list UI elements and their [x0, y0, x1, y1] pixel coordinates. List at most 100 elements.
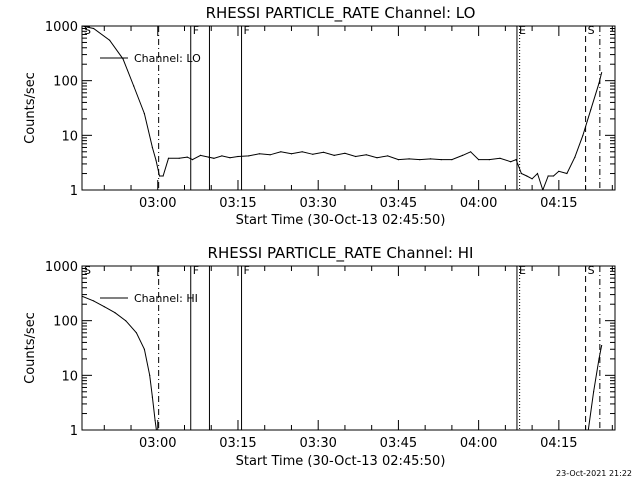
data-point: [155, 429, 157, 430]
data-point: [355, 155, 357, 158]
data-point: [248, 155, 250, 157]
data-point: [143, 348, 145, 350]
data-point: [515, 159, 517, 161]
data-point: [237, 155, 239, 158]
data-point: [133, 85, 135, 87]
data-point: [429, 158, 432, 160]
event-marker-label: S: [84, 24, 91, 37]
data-point: [598, 82, 600, 84]
legend-label: Channel: HI: [134, 292, 198, 305]
event-marker-label: E: [519, 264, 526, 277]
y-axis-label: Counts/sec: [23, 312, 38, 384]
data-point: [143, 113, 145, 115]
y-tick-label: 1000: [45, 20, 78, 35]
data-point: [125, 320, 127, 322]
y-axis-label: Counts/sec: [23, 72, 38, 144]
event-marker-label: F: [244, 24, 250, 37]
data-point: [536, 172, 539, 175]
y-tick-label: 1: [70, 184, 78, 199]
data-point: [333, 154, 335, 156]
event-marker-label: F: [193, 264, 199, 277]
chart-title: RHESSI PARTICLE_RATE Channel: LO: [206, 4, 476, 23]
data-point: [93, 300, 95, 302]
data-point: [301, 151, 303, 153]
data-point: [221, 155, 223, 157]
data-point: [419, 159, 421, 161]
plot-frame: [81, 265, 616, 431]
x-tick-label: 03:30: [299, 196, 336, 211]
data-point: [162, 175, 164, 177]
data-point: [601, 345, 603, 347]
data-point: [440, 159, 442, 161]
data-point: [151, 396, 153, 398]
data-point: [322, 151, 325, 153]
data-point: [155, 159, 157, 161]
x-tick-label: 03:30: [299, 436, 336, 451]
data-point: [82, 26, 83, 27]
data-point: [590, 108, 592, 110]
data-point: [312, 153, 314, 155]
data-point: [582, 134, 584, 136]
x-tick-label: 04:00: [460, 196, 497, 211]
data-point: [269, 154, 271, 156]
x-axis-label: Start Time (30-Oct-13 02:45:50): [236, 454, 446, 469]
data-point: [290, 153, 293, 155]
event-marker-label: S: [588, 24, 595, 37]
series-group: [82, 295, 603, 430]
data-point: [93, 27, 95, 30]
plot-frame: [81, 25, 616, 191]
data-point: [149, 374, 151, 376]
data-point: [587, 429, 589, 430]
data-point: [258, 153, 260, 155]
y-tick-label: 100: [53, 75, 78, 90]
data-point: [470, 151, 472, 153]
data-point: [478, 159, 480, 161]
data-point: [408, 158, 410, 160]
event-marker-label: S: [588, 264, 595, 277]
x-tick-label: 04:15: [540, 436, 577, 451]
data-point: [593, 391, 595, 393]
data-point: [558, 170, 560, 172]
data-point: [199, 154, 202, 156]
x-tick-label: 03:45: [380, 436, 417, 451]
data-point: [135, 332, 137, 334]
data-point: [154, 419, 156, 421]
data-point: [122, 58, 124, 60]
data-point: [114, 312, 116, 314]
data-point: [499, 157, 501, 159]
data-point: [280, 151, 282, 153]
x-tick-label: 03:45: [380, 196, 417, 211]
x-tick-label: 03:15: [219, 436, 256, 451]
y-tick-label: 1000: [45, 260, 78, 275]
data-point: [574, 156, 576, 158]
data-point: [488, 159, 490, 161]
data-point: [109, 39, 111, 41]
chart-title: RHESSI PARTICLE_RATE Channel: HI: [208, 244, 474, 263]
y-tick-label: 100: [53, 315, 78, 330]
footer-timestamp: 23-Oct-2021 21:22: [556, 469, 632, 478]
data-point: [186, 156, 188, 158]
x-tick-label: 04:15: [540, 196, 577, 211]
x-axis-label: Start Time (30-Oct-13 02:45:50): [236, 213, 446, 228]
data-point: [158, 175, 161, 177]
data-point: [520, 172, 523, 175]
data-point: [191, 159, 194, 161]
data-point: [208, 156, 210, 158]
series-line: [82, 295, 157, 430]
event-marker-label: E: [519, 24, 526, 37]
y-tick-label: 10: [61, 369, 78, 384]
y-tick-label: 1: [70, 424, 78, 439]
data-point: [151, 146, 153, 149]
series-line: [587, 345, 603, 430]
x-tick-label: 03:15: [219, 196, 256, 211]
data-point: [462, 154, 464, 156]
data-point: [552, 175, 555, 177]
data-point: [82, 295, 83, 297]
data-point: [229, 157, 231, 159]
event-marker-label: F: [244, 264, 250, 277]
data-point: [365, 154, 367, 156]
data-point: [601, 72, 603, 74]
data-point: [598, 358, 600, 360]
y-tick-label: 10: [61, 129, 78, 144]
